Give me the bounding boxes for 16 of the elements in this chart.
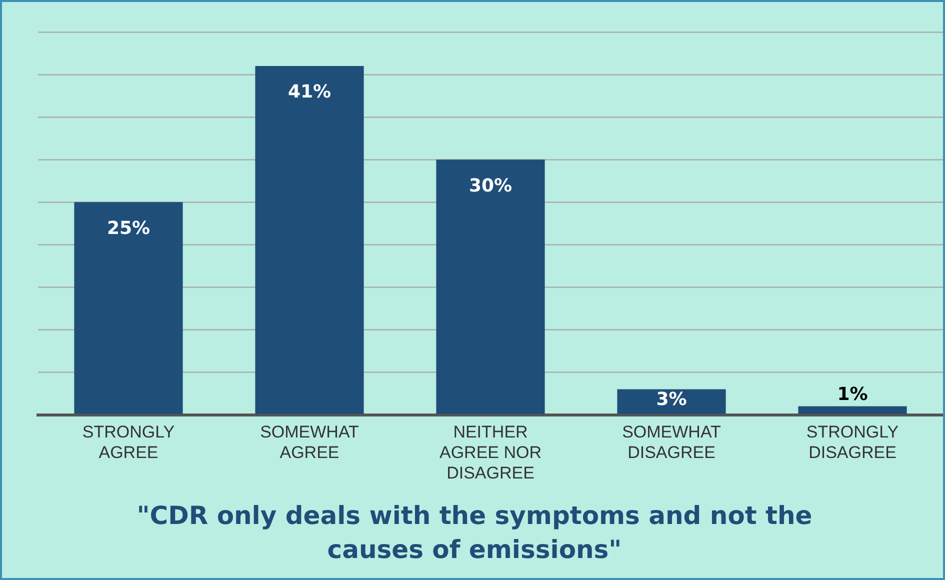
data-label: 3% bbox=[656, 388, 687, 410]
x-tick-label: NEITHER AGREE NOR DISAGREE bbox=[439, 422, 542, 482]
data-label: 41% bbox=[288, 82, 332, 103]
data-label: 1% bbox=[837, 384, 868, 405]
x-tick-label: STRONGLY DISAGREE bbox=[806, 422, 899, 462]
bar bbox=[617, 389, 726, 414]
bar bbox=[436, 160, 545, 414]
bar bbox=[255, 66, 364, 414]
bar bbox=[74, 202, 183, 414]
text: "CDR only deals with the symptoms and not the causes of emissions" bbox=[136, 500, 814, 566]
data-label: 30% bbox=[468, 175, 512, 196]
bar bbox=[798, 406, 907, 414]
x-tick-label: SOMEWHAT DISAGREE bbox=[622, 422, 721, 462]
x-tick-label: STRONGLY AGREE bbox=[82, 422, 175, 462]
data-label: 25% bbox=[106, 218, 150, 239]
x-tick-label: SOMEWHAT AGREE bbox=[260, 422, 359, 462]
